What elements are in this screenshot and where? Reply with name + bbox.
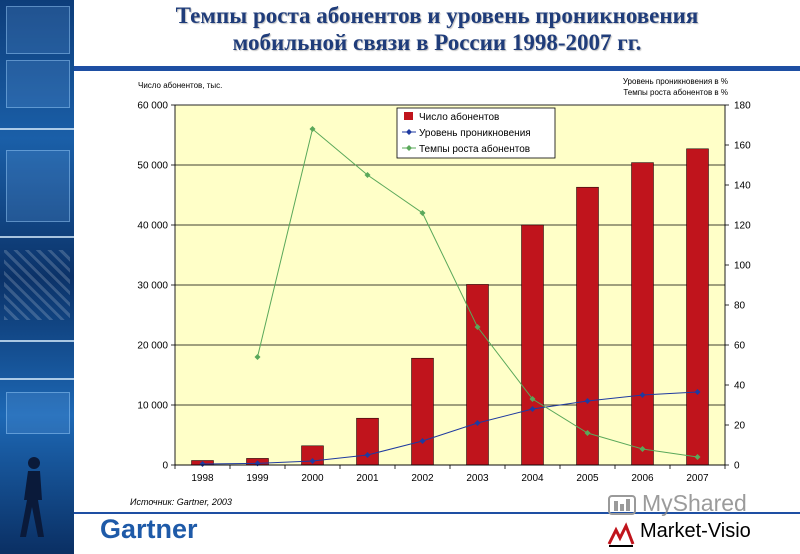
x-tick-label: 2007 xyxy=(686,473,709,484)
data-point xyxy=(529,396,536,402)
title-underline xyxy=(74,66,800,71)
data-point xyxy=(309,126,316,132)
right-tick-label: 160 xyxy=(734,141,751,152)
data-point xyxy=(639,446,646,452)
sidebar-tile xyxy=(6,150,70,222)
x-tick-label: 2005 xyxy=(576,473,599,484)
left-axis-label: Число абонентов, тыс. xyxy=(138,81,222,90)
sidebar-pattern xyxy=(4,250,70,320)
sidebar-arrow xyxy=(0,340,74,342)
legend: Число абонентов Уровень проникновения Те… xyxy=(396,107,556,159)
data-point xyxy=(419,210,426,216)
right-tick-label: 100 xyxy=(734,261,751,272)
right-tick-label: 0 xyxy=(734,461,740,472)
data-point xyxy=(474,324,481,330)
title-line-2: мобильной связи в России 1998-2007 гг. xyxy=(232,30,642,55)
subscribers-chart: Число абонентов, тыс. Уровень проникнове… xyxy=(137,77,751,485)
data-point xyxy=(474,420,481,426)
x-tick-label: 2003 xyxy=(466,473,489,484)
x-tick-label: 2006 xyxy=(631,473,654,484)
x-tick-label: 1999 xyxy=(246,473,269,484)
right-tick-label: 40 xyxy=(734,381,746,392)
bar xyxy=(521,224,544,466)
data-point xyxy=(254,354,261,360)
x-tick-label: 2002 xyxy=(411,473,434,484)
right-axis-label-1: Уровень проникновения в % xyxy=(623,77,728,86)
watermark-text: MyShared xyxy=(642,490,747,516)
data-point xyxy=(639,392,646,398)
x-tick-label: 1998 xyxy=(191,473,214,484)
walking-person-icon xyxy=(20,457,44,537)
data-point xyxy=(694,389,701,395)
left-tick-label: 50 000 xyxy=(137,161,168,172)
market-visio-logo-icon xyxy=(607,522,635,547)
legend-box xyxy=(396,107,556,159)
data-point xyxy=(584,430,591,436)
right-tick-label: 140 xyxy=(734,181,751,192)
left-tick-label: 20 000 xyxy=(137,341,168,352)
series-line xyxy=(202,391,698,465)
legend-label-subscribers: Число абонентов xyxy=(419,111,499,123)
data-point xyxy=(309,458,316,464)
legend-penetration-marker xyxy=(406,129,412,135)
footer-line xyxy=(74,512,800,514)
legend-bar-swatch xyxy=(404,112,413,120)
gartner-logo: Gartner xyxy=(100,514,198,544)
data-point xyxy=(364,452,371,458)
data-point xyxy=(694,454,701,460)
bar xyxy=(411,357,434,466)
title-line-1: Темпы роста абонентов и уровень проникно… xyxy=(175,3,699,28)
legend-label-penetration: Уровень проникновения xyxy=(419,128,531,139)
sidebar-tile xyxy=(6,60,70,108)
data-point xyxy=(199,461,206,467)
sidebar-arrow xyxy=(0,236,74,238)
sidebar-arrow xyxy=(0,128,74,130)
right-tick-label: 80 xyxy=(734,301,746,312)
x-tick-label: 2001 xyxy=(356,473,379,484)
axes: 0 10 000 20 000 30 000 40 000 50 000 60 000 0 20… xyxy=(137,101,751,485)
bar xyxy=(631,162,654,466)
legend-growth-marker xyxy=(406,145,412,151)
market-visio-logo: Market-Visio xyxy=(640,520,751,542)
sidebar-tile xyxy=(6,392,70,434)
left-tick-label: 0 xyxy=(162,461,168,472)
legend-label-growth: Темпы роста абонентов xyxy=(419,143,530,155)
x-tick-label: 2000 xyxy=(301,473,324,484)
bar xyxy=(576,186,599,466)
data-point xyxy=(364,172,371,178)
right-tick-label: 20 xyxy=(734,421,746,432)
data-point xyxy=(419,438,426,444)
right-tick-label: 60 xyxy=(734,341,746,352)
data-point xyxy=(529,406,536,412)
watermark-icon xyxy=(608,495,636,515)
bars-series xyxy=(191,148,709,466)
left-tick-label: 10 000 xyxy=(137,401,168,412)
right-tick-label: 180 xyxy=(734,101,751,112)
x-tick-label: 2004 xyxy=(521,473,544,484)
left-tick-label: 40 000 xyxy=(137,221,168,232)
sidebar-tile xyxy=(6,6,70,54)
line-series xyxy=(199,126,701,467)
left-tick-label: 60 000 xyxy=(137,101,168,112)
decorative-sidebar xyxy=(0,0,74,554)
left-tick-label: 30 000 xyxy=(137,281,168,292)
bar xyxy=(686,148,709,466)
page-title: Темпы роста абонентов и уровень проникно… xyxy=(74,2,800,56)
right-tick-label: 120 xyxy=(734,221,751,232)
sidebar-arrow xyxy=(0,378,74,380)
source-note: Источник: Gartner, 2003 xyxy=(130,497,232,507)
data-point xyxy=(584,398,591,404)
right-axis-label-2: Темпы роста абонентов в % xyxy=(623,88,728,97)
